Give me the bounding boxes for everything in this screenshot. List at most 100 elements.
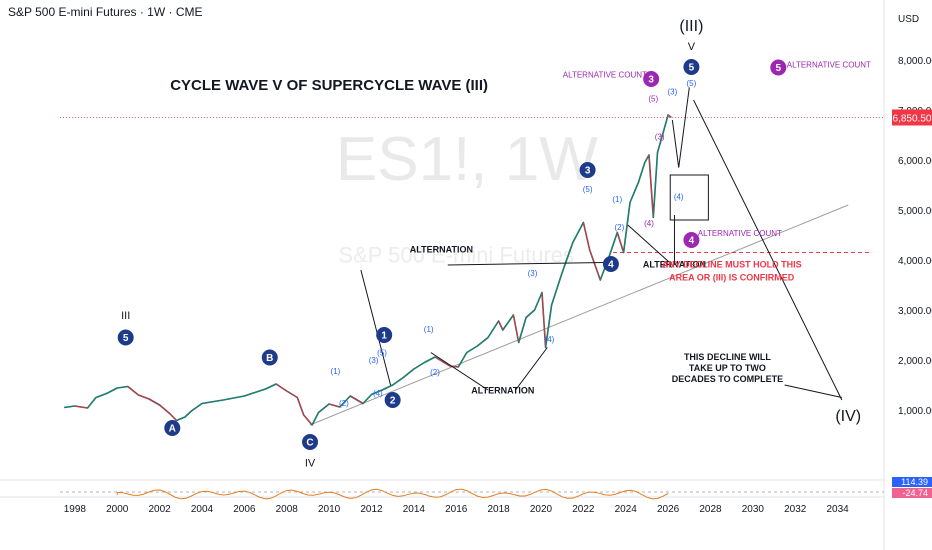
wave-label: 5 — [776, 63, 782, 74]
price-segment — [512, 314, 520, 343]
x-tick-label: 2014 — [403, 504, 426, 515]
price-segment — [191, 403, 203, 412]
price-segment — [362, 394, 372, 404]
price-segment — [169, 413, 177, 421]
wave-circle — [384, 392, 401, 408]
x-tick-label: 2018 — [487, 504, 510, 515]
x-tick-label: 2026 — [657, 504, 680, 515]
wave-label: A — [169, 424, 176, 435]
x-tick-label: 2032 — [784, 504, 807, 515]
annotation-text: TAKE UP TO TWO — [689, 363, 766, 373]
wave-circle — [117, 329, 134, 346]
price-segment — [201, 399, 224, 404]
y-tick-label: 5,000.00 — [898, 206, 932, 217]
price-segment — [413, 362, 425, 370]
currency-label: USD — [898, 14, 919, 25]
price-segment — [663, 114, 669, 131]
x-tick-label: 2012 — [360, 504, 383, 515]
trend-line — [309, 204, 849, 426]
subwave-label: (3) — [528, 269, 538, 278]
degree-label: (IV) — [835, 408, 861, 425]
wave-circle — [164, 420, 181, 436]
wave-circle — [770, 59, 787, 76]
price-segment — [582, 222, 591, 251]
annotation-arrow — [447, 262, 605, 266]
subwave-label: (5) — [583, 185, 593, 194]
x-tick-label: 2008 — [276, 504, 299, 515]
price-segment — [657, 129, 665, 153]
x-tick-label: 2016 — [445, 504, 468, 515]
wave-circle — [579, 162, 596, 178]
annotation-arrow — [627, 224, 673, 266]
wave-circle — [643, 71, 660, 87]
subwave-label: (1) — [331, 367, 341, 376]
degree-label: (III) — [679, 18, 703, 35]
oscillator-tag-bg — [892, 488, 932, 498]
subwave-label: (4) — [644, 219, 654, 228]
wave-label: 1 — [381, 331, 387, 342]
wave-label: 5 — [689, 63, 695, 74]
price-segment — [637, 162, 646, 183]
price-segment — [502, 314, 514, 331]
subwave-label: (4) — [373, 389, 383, 398]
price-segment — [545, 304, 553, 348]
price-segment — [74, 405, 88, 409]
price-segment — [487, 320, 500, 338]
price-segment — [303, 414, 313, 426]
price-segment — [275, 383, 287, 392]
x-tick-label: 1998 — [64, 504, 87, 515]
price-segment — [648, 154, 654, 218]
price-segment — [159, 404, 171, 415]
watermark-ticker: ES1!, 1W — [336, 125, 598, 194]
wave-circle — [376, 327, 393, 343]
y-tick-label: 8,000.00 — [898, 56, 932, 67]
price-segment — [176, 416, 186, 421]
annotation-text: ALTERNATION — [410, 245, 473, 255]
price-segment — [572, 222, 584, 243]
price-segment — [667, 114, 672, 118]
annotation-arrow — [515, 347, 548, 391]
wave-circle — [602, 256, 619, 272]
subwave-label: (2) — [339, 399, 349, 408]
x-tick-label: 2028 — [699, 504, 722, 515]
wave-label: 2 — [390, 396, 396, 407]
wave-label: B — [266, 353, 273, 364]
price-segment — [95, 393, 107, 398]
annotation-text: AREA OR (III) IS CONFIRMED — [669, 273, 795, 283]
subwave-label: (4) — [674, 193, 684, 202]
y-tick-label: 4,000.00 — [898, 256, 932, 267]
price-segment — [402, 368, 415, 378]
price-segment — [424, 356, 436, 363]
price-segment — [534, 292, 543, 311]
price-segment — [457, 352, 468, 368]
y-tick-label: 3,000.00 — [898, 306, 932, 317]
price-segment — [223, 395, 245, 401]
price-segment — [350, 395, 364, 404]
price-segment — [629, 182, 639, 203]
price-segment — [551, 272, 563, 306]
x-tick-label: 2020 — [530, 504, 553, 515]
x-tick-label: 2024 — [615, 504, 638, 515]
subwave-label: (1) — [424, 325, 434, 334]
price-segment — [381, 384, 393, 391]
last-price-value: 6,850.50 — [893, 113, 932, 124]
price-segment — [371, 389, 383, 395]
annotation-text: ALTERNATIVE COUNT — [563, 71, 647, 80]
subwave-label: (5) — [648, 95, 658, 104]
price-segment — [138, 394, 150, 400]
subwave-label: (5) — [687, 79, 697, 88]
decline-arrow — [693, 99, 843, 401]
x-tick-label: 2034 — [826, 504, 849, 515]
price-segment — [328, 403, 340, 408]
wave-label: 3 — [648, 75, 654, 86]
oscillator-value: 114.39 — [901, 477, 928, 487]
price-segment — [244, 388, 266, 397]
wave-circle — [683, 59, 700, 75]
price-segment — [296, 397, 305, 416]
oscillator-value: -24.74 — [902, 488, 928, 498]
price-segment — [311, 412, 319, 426]
oscillator-series — [116, 488, 669, 500]
subwave-label: (5) — [377, 349, 387, 358]
degree-label: IV — [305, 458, 316, 470]
